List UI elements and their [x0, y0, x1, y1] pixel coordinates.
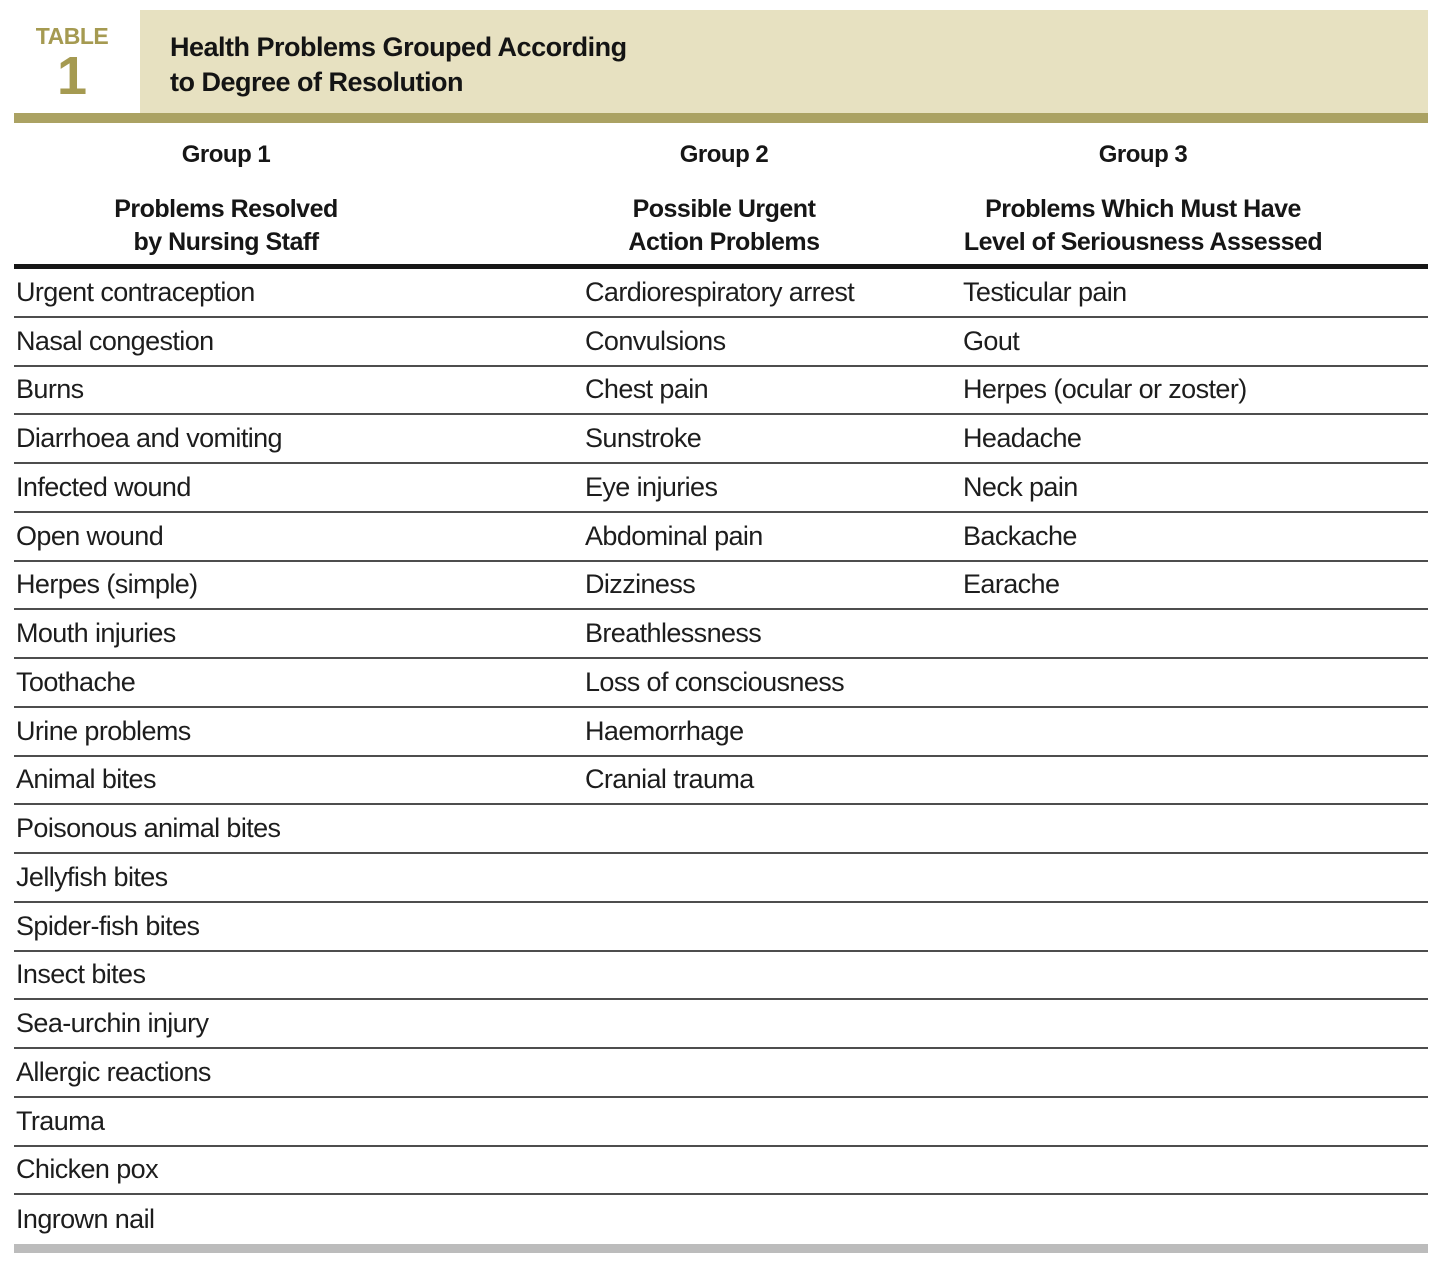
table-cell: Headache: [963, 423, 1082, 454]
table-cell: Sea-urchin injury: [16, 1008, 209, 1039]
table-cell: Cranial trauma: [585, 764, 754, 795]
table-cell: Animal bites: [16, 764, 156, 795]
group-2-subtitle: Possible Urgent Action Problems: [628, 193, 820, 259]
table-title-line1: Health Problems Grouped According: [170, 32, 627, 62]
table-cell: Toothache: [16, 666, 136, 697]
group-3-header: Group 3: [1098, 141, 1188, 168]
table-body: Urgent contraception Cardiorespiratory ar…: [14, 269, 1428, 1244]
group-3-subtitle-line2: Level of Seriousness Assessed: [963, 228, 1323, 256]
table-cell: Abdominal pain: [585, 520, 763, 551]
table-row: Mouth injuries Breathlessness: [14, 610, 1428, 659]
table-row: Insect bites: [14, 952, 1428, 1001]
group-1-subtitle-line1: Problems Resolved: [114, 195, 338, 223]
table-row: Infected wound Eye injuries Neck pain: [14, 464, 1428, 513]
title-band: [140, 10, 1428, 113]
table-row: Animal bites Cranial trauma: [14, 757, 1428, 806]
group-1-subtitle-line2: by Nursing Staff: [133, 228, 319, 256]
table-cell: Dizziness: [585, 569, 696, 600]
table-cell: Trauma: [16, 1105, 105, 1136]
table-cell: Breathlessness: [585, 618, 762, 649]
table-label: TABLE 1: [28, 23, 116, 106]
table-row: Sea-urchin injury: [14, 1000, 1428, 1049]
table-cell: Backache: [963, 520, 1077, 551]
table-cell: Chicken pox: [16, 1154, 159, 1185]
table-cell: Urine problems: [16, 715, 191, 746]
table-cell: Insect bites: [16, 959, 146, 990]
table-cell: Cardiorespiratory arrest: [585, 276, 855, 307]
group-3-subtitle: Problems Which Must Have Level of Seriou…: [963, 193, 1323, 259]
table-row: Toothache Loss of consciousness: [14, 659, 1428, 708]
table-row: Nasal congestion Convulsions Gout: [14, 318, 1428, 367]
group-1-subtitle: Problems Resolved by Nursing Staff: [114, 193, 338, 259]
table-cell: Burns: [16, 374, 84, 405]
table-cell: Open wound: [16, 520, 164, 551]
group-1-header: Group 1: [181, 141, 271, 168]
table-cell: Allergic reactions: [16, 1056, 211, 1087]
table-row: Herpes (simple) Dizziness Earache: [14, 562, 1428, 611]
table-row: Allergic reactions: [14, 1049, 1428, 1098]
table-row: Jellyfish bites: [14, 854, 1428, 903]
table-row: Chicken pox: [14, 1147, 1428, 1196]
table-cell: Poisonous animal bites: [16, 813, 281, 844]
table-row: Open wound Abdominal pain Backache: [14, 513, 1428, 562]
table-cell: Herpes (ocular or zoster): [963, 374, 1247, 405]
group-3-subtitle-line1: Problems Which Must Have: [985, 195, 1301, 223]
table-cell: Loss of consciousness: [585, 666, 845, 697]
table-cell: Jellyfish bites: [16, 861, 168, 892]
table-cell: Eye injuries: [585, 471, 718, 502]
table-cell: Testicular pain: [963, 276, 1127, 307]
table-title: Health Problems Grouped According to Deg…: [170, 30, 627, 100]
table-row: Spider-fish bites: [14, 903, 1428, 952]
accent-bar: [14, 113, 1428, 123]
table-row: Burns Chest pain Herpes (ocular or zoster): [14, 367, 1428, 416]
table-row: Ingrown nail: [14, 1195, 1428, 1244]
table-cell: Sunstroke: [585, 423, 702, 454]
table-row: Urine problems Haemorrhage: [14, 708, 1428, 757]
table-cell: Convulsions: [585, 325, 726, 356]
table-row: Diarrhoea and vomiting Sunstroke Headache: [14, 415, 1428, 464]
table-cell: Infected wound: [16, 471, 191, 502]
table-cell: Mouth injuries: [16, 618, 176, 649]
table-cell: Diarrhoea and vomiting: [16, 423, 283, 454]
table-cell: Haemorrhage: [585, 715, 744, 746]
group-2-subtitle-line1: Possible Urgent: [632, 195, 816, 223]
table-cell: Chest pain: [585, 374, 709, 405]
table-cell: Spider-fish bites: [16, 910, 200, 941]
table-bottom-bar: [14, 1244, 1428, 1253]
table-cell: Herpes (simple): [16, 569, 198, 600]
table-number: 1: [56, 46, 88, 106]
table-cell: Urgent contraception: [16, 276, 255, 307]
group-2-header: Group 2: [679, 141, 769, 168]
group-2-subtitle-line2: Action Problems: [628, 228, 820, 256]
table-cell: Nasal congestion: [16, 325, 214, 356]
table-cell: Gout: [963, 325, 1020, 356]
table-title-line2: to Degree of Resolution: [170, 67, 464, 97]
table-cell: Ingrown nail: [16, 1204, 155, 1235]
table-row: Urgent contraception Cardiorespiratory ar…: [14, 269, 1428, 318]
table-cell: Earache: [963, 569, 1060, 600]
table-row: Poisonous animal bites: [14, 805, 1428, 854]
table-cell: Neck pain: [963, 471, 1078, 502]
table-label-word: TABLE: [35, 23, 109, 49]
table-row: Trauma: [14, 1098, 1428, 1147]
header-divider-rule: [14, 264, 1428, 269]
